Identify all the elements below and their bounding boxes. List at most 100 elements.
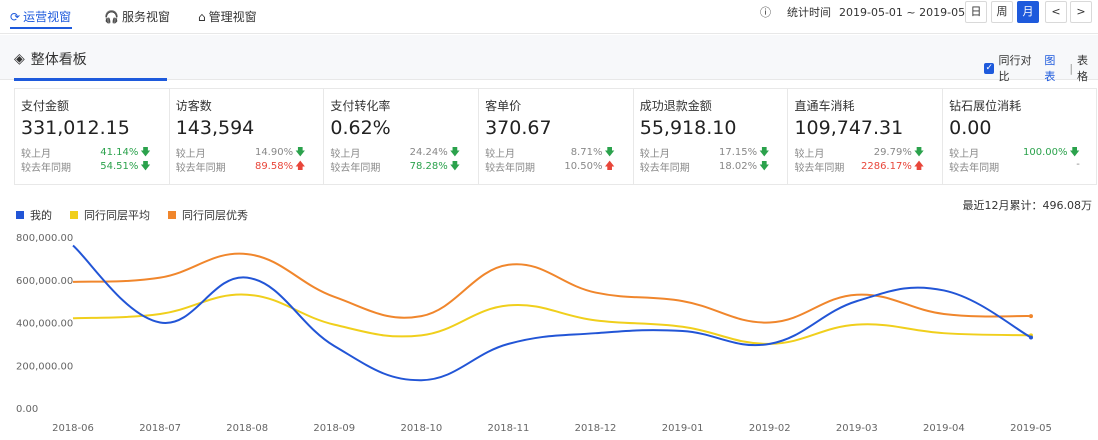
- y-tick-label: 600,000.00: [16, 276, 73, 287]
- yoy-value: 2286.17%: [860, 161, 912, 172]
- yoy-value: 18.02%: [719, 161, 758, 172]
- trend-line-chart: 800,000.00 600,000.00 400,000.00 200,000.00…: [16, 233, 1052, 434]
- metric-card[interactable]: 钻石展位消耗 0.00 较上月 100.00% 🡇 较去年同期 -: [943, 89, 1098, 184]
- series-line[interactable]: [72, 293, 1032, 345]
- series-line[interactable]: [72, 252, 1032, 324]
- stat-time-range: 2019-05-01 ~ 2019-05-31: [839, 6, 984, 19]
- period-month-button[interactable]: 月: [1017, 1, 1039, 23]
- yoy-value: 89.58%: [254, 161, 294, 172]
- metric-card[interactable]: 客单价 370.67 较上月 8.71% 🡇 较去年同期 10.50% 🡅: [479, 89, 634, 184]
- y-tick-label: 0.00: [16, 404, 38, 415]
- metric-value: 109,747.31: [794, 117, 904, 139]
- metric-value: 370.67: [485, 117, 552, 139]
- data-point[interactable]: [1029, 335, 1033, 340]
- tab-service[interactable]: 🎧 服务视窗: [104, 0, 170, 34]
- series-line[interactable]: [72, 244, 1032, 382]
- arrow-down-icon: 🡇: [140, 147, 151, 158]
- yoy-value: 78.28%: [409, 161, 448, 172]
- yoy-value: 54.51%: [100, 161, 139, 172]
- yoy-value: 10.50%: [564, 161, 603, 172]
- legend-item-me[interactable]: 我的: [16, 207, 52, 223]
- x-tick-label: 2019-02: [749, 423, 791, 434]
- arrow-down-icon: 🡇: [140, 161, 151, 172]
- active-card-indicator: [14, 78, 167, 81]
- yoy-label: 较去年同期: [21, 163, 71, 174]
- prev-period-button[interactable]: <: [1045, 1, 1067, 23]
- x-tick-label: 2019-04: [923, 423, 965, 434]
- period-week-button[interactable]: 周: [991, 1, 1013, 23]
- metric-value: 0.00: [949, 117, 992, 139]
- data-point[interactable]: [1029, 314, 1033, 319]
- mom-label: 较上月: [639, 149, 670, 160]
- mom-label: 较上月: [21, 149, 51, 160]
- mom-label: 较上月: [330, 149, 361, 160]
- panel-header: ◈ 整体看板 ✓ 同行对比 图表 | 表格: [0, 35, 1098, 83]
- stat-time: ⓘ 统计时间 2019-05-01 ~ 2019-05-31: [760, 3, 983, 23]
- metric-card[interactable]: 访客数 143,594 较上月 14.90% 🡇 较去年同期 89.58% 🡅: [170, 89, 325, 184]
- arrow-down-icon: 🡇: [1069, 147, 1080, 158]
- next-period-button[interactable]: >: [1070, 1, 1092, 23]
- arrow-up-icon: 🡅: [295, 161, 306, 172]
- twelve-month-total: 最近12月累计：496.08万: [962, 199, 1093, 212]
- headset-icon: 🎧: [104, 10, 119, 24]
- legend-swatch: [16, 211, 24, 219]
- info-icon[interactable]: ⓘ: [760, 6, 771, 19]
- yoy-label: 较去年同期: [175, 163, 226, 174]
- legend-item-excellent[interactable]: 同行同层优秀: [168, 207, 248, 223]
- metric-value: 143,594: [175, 117, 255, 139]
- legend-label: 同行同层平均: [84, 209, 150, 222]
- arrow-up-icon: 🡅: [913, 161, 925, 172]
- metric-name: 直通车消耗: [794, 99, 855, 113]
- arrow-down-icon: 🡇: [604, 147, 615, 158]
- yoy-label: 较去年同期: [794, 163, 845, 174]
- metric-name: 钻石展位消耗: [949, 99, 1022, 113]
- view-chart-link[interactable]: 图表: [1044, 54, 1056, 83]
- tab-management[interactable]: ⌂ 管理视窗: [198, 0, 257, 34]
- legend-swatch: [70, 211, 78, 219]
- mom-label: 较上月: [485, 149, 516, 160]
- metric-name: 支付金额: [21, 99, 70, 113]
- mom-label: 较上月: [175, 149, 206, 160]
- mom-label: 较上月: [949, 149, 980, 160]
- metric-card[interactable]: 直通车消耗 109,747.31 较上月 29.79% 🡇 较去年同期 2286.17…: [788, 89, 944, 184]
- x-tick-label: 2018-09: [313, 423, 355, 434]
- yoy-label: 较去年同期: [639, 163, 690, 174]
- legend-label: 我的: [30, 209, 52, 222]
- tab-operation-label: 运营视窗: [23, 10, 72, 24]
- panel-title-text: 整体看板: [30, 52, 87, 68]
- metric-card[interactable]: 成功退款金额 55,918.10 较上月 17.15% 🡇 较去年同期 18.02% 🡇: [634, 89, 789, 184]
- stat-time-label: 统计时间: [787, 6, 831, 19]
- compare-controls: ✓ 同行对比 图表 | 表格: [984, 52, 1098, 84]
- x-tick-label: 2018-07: [139, 423, 181, 434]
- legend-item-average[interactable]: 同行同层平均: [70, 207, 150, 223]
- x-tick-label: 2018-06: [52, 423, 94, 434]
- mom-value: 8.71%: [570, 147, 603, 158]
- compare-checkbox[interactable]: ✓: [984, 62, 995, 74]
- metric-value: 0.62%: [330, 117, 391, 139]
- chart-legend: 我的 同行同层平均 同行同层优秀: [16, 207, 248, 223]
- mom-value: 14.90%: [254, 147, 294, 158]
- arrow-down-icon: 🡇: [913, 147, 925, 158]
- layers-icon: ◈: [14, 51, 25, 67]
- arrow-down-icon: 🡇: [759, 161, 770, 172]
- period-day-button[interactable]: 日: [965, 1, 987, 23]
- tab-operation[interactable]: ⟳ 运营视窗: [10, 0, 71, 34]
- mom-label: 较上月: [794, 149, 825, 160]
- mom-value: 24.24%: [409, 147, 448, 158]
- metric-name: 成功退款金额: [639, 99, 712, 113]
- x-tick-label: 2018-08: [226, 423, 268, 434]
- tab-management-label: 管理视窗: [208, 10, 257, 24]
- panel-title: ◈ 整体看板: [14, 49, 87, 69]
- metric-name: 支付转化率: [330, 99, 391, 113]
- compare-label[interactable]: 同行对比: [998, 54, 1032, 83]
- mom-value: 100.00%: [1023, 147, 1068, 158]
- x-tick-label: 2019-01: [662, 423, 704, 434]
- arrow-down-icon: 🡇: [449, 161, 461, 172]
- y-tick-label: 200,000.00: [16, 361, 73, 372]
- view-table-link[interactable]: 表格: [1077, 54, 1089, 83]
- arrow-up-icon: 🡅: [604, 161, 615, 172]
- x-tick-label: 2018-12: [575, 423, 617, 434]
- metric-card[interactable]: 支付转化率 0.62% 较上月 24.24% 🡇 较去年同期 78.28% 🡇: [324, 89, 480, 184]
- metric-card[interactable]: 支付金额 331,012.15 较上月 41.14% 🡇 较去年同期 54.51% 🡇: [15, 89, 170, 184]
- x-tick-label: 2019-03: [836, 423, 878, 434]
